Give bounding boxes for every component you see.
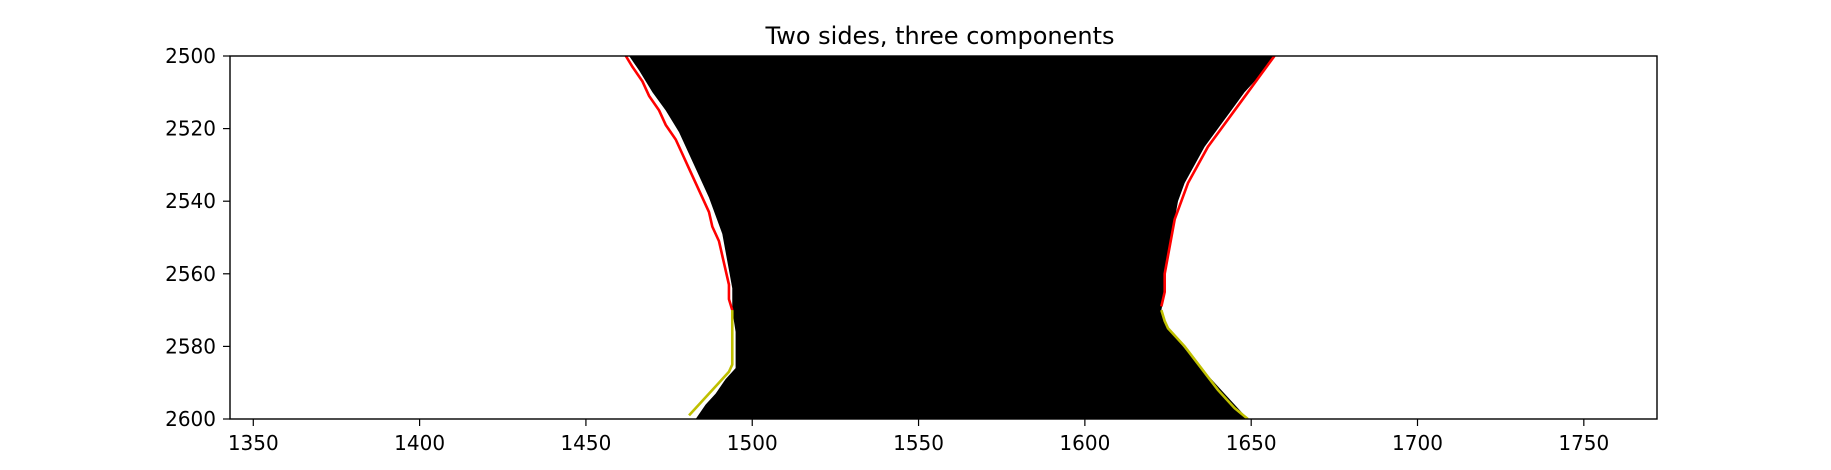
- y-tick-label: 2560: [165, 262, 216, 286]
- x-tick-label: 1550: [893, 431, 944, 455]
- y-tick-label: 2600: [165, 407, 216, 431]
- x-tick-label: 1350: [228, 431, 279, 455]
- plot-content: [624, 56, 1276, 419]
- boundary-line-3: [1160, 56, 1276, 307]
- mask-region: [629, 56, 1275, 419]
- axes: 1350 1400 1450 1500 1550 1600 1650 1700 1750 2500…: [165, 44, 1658, 455]
- plot-area: [624, 56, 1276, 419]
- y-tick-label: 2580: [165, 334, 216, 358]
- x-tick-label: 1650: [1226, 431, 1277, 455]
- plot-frame: [229, 55, 1658, 420]
- y-tick-label: 2540: [165, 189, 216, 213]
- boundary-line-2: [688, 310, 734, 417]
- x-tick-label: 1600: [1059, 431, 1110, 455]
- boundary-line-1: [624, 56, 734, 311]
- x-tick-label: 1700: [1392, 431, 1443, 455]
- x-tick-label: 1400: [394, 431, 445, 455]
- x-tick-label: 1450: [560, 431, 611, 455]
- x-tick-label: 1750: [1558, 431, 1609, 455]
- chart-title: Two sides, three components: [765, 22, 1115, 50]
- y-tick-label: 2500: [165, 44, 216, 68]
- y-tick-label: 2520: [165, 117, 216, 141]
- boundary-line-4: [1160, 309, 1249, 419]
- x-tick-label: 1500: [727, 431, 778, 455]
